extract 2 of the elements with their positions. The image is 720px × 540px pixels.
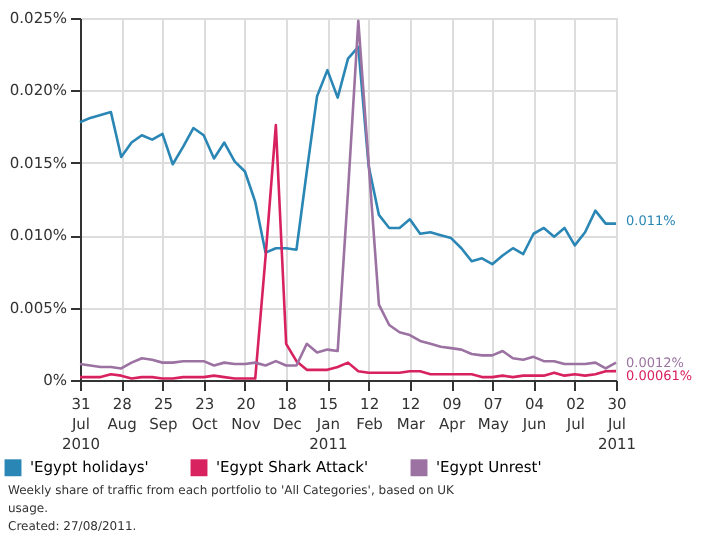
line-series — [78, 45, 618, 266]
line-series — [78, 19, 618, 370]
